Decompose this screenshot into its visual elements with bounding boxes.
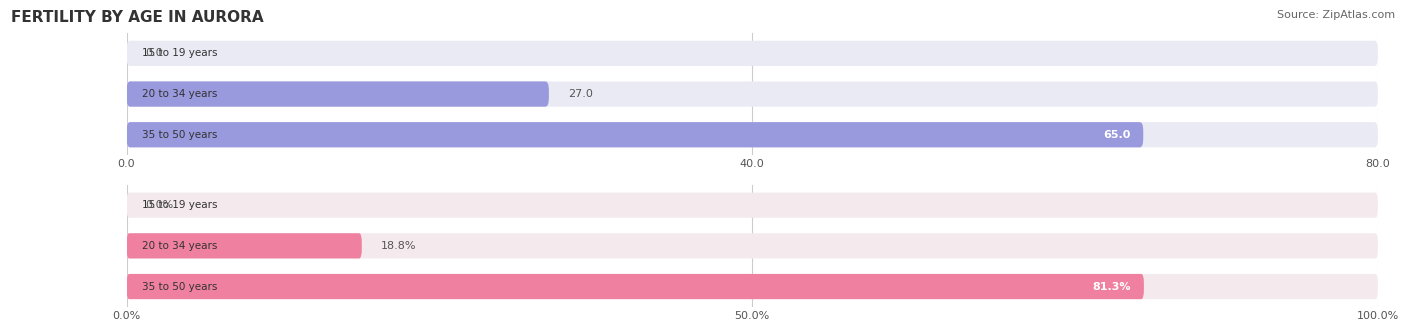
Text: 65.0: 65.0 <box>1104 130 1130 140</box>
FancyBboxPatch shape <box>127 274 1144 299</box>
FancyBboxPatch shape <box>127 122 1378 148</box>
Text: 35 to 50 years: 35 to 50 years <box>142 281 217 291</box>
Text: 20 to 34 years: 20 to 34 years <box>142 89 217 99</box>
FancyBboxPatch shape <box>127 122 1143 148</box>
Text: 27.0: 27.0 <box>568 89 592 99</box>
FancyBboxPatch shape <box>127 41 1378 66</box>
Text: 0.0: 0.0 <box>145 49 163 58</box>
FancyBboxPatch shape <box>127 233 361 258</box>
Text: 0.0%: 0.0% <box>145 200 173 210</box>
Text: 15 to 19 years: 15 to 19 years <box>142 49 217 58</box>
FancyBboxPatch shape <box>127 233 1378 258</box>
Text: Source: ZipAtlas.com: Source: ZipAtlas.com <box>1277 10 1395 20</box>
FancyBboxPatch shape <box>127 192 1378 218</box>
Text: FERTILITY BY AGE IN AURORA: FERTILITY BY AGE IN AURORA <box>11 10 264 25</box>
Text: 20 to 34 years: 20 to 34 years <box>142 241 217 251</box>
Text: 15 to 19 years: 15 to 19 years <box>142 200 217 210</box>
FancyBboxPatch shape <box>127 82 1378 107</box>
FancyBboxPatch shape <box>127 274 1378 299</box>
Text: 81.3%: 81.3% <box>1092 281 1132 291</box>
FancyBboxPatch shape <box>127 82 548 107</box>
Text: 35 to 50 years: 35 to 50 years <box>142 130 217 140</box>
Text: 18.8%: 18.8% <box>381 241 416 251</box>
